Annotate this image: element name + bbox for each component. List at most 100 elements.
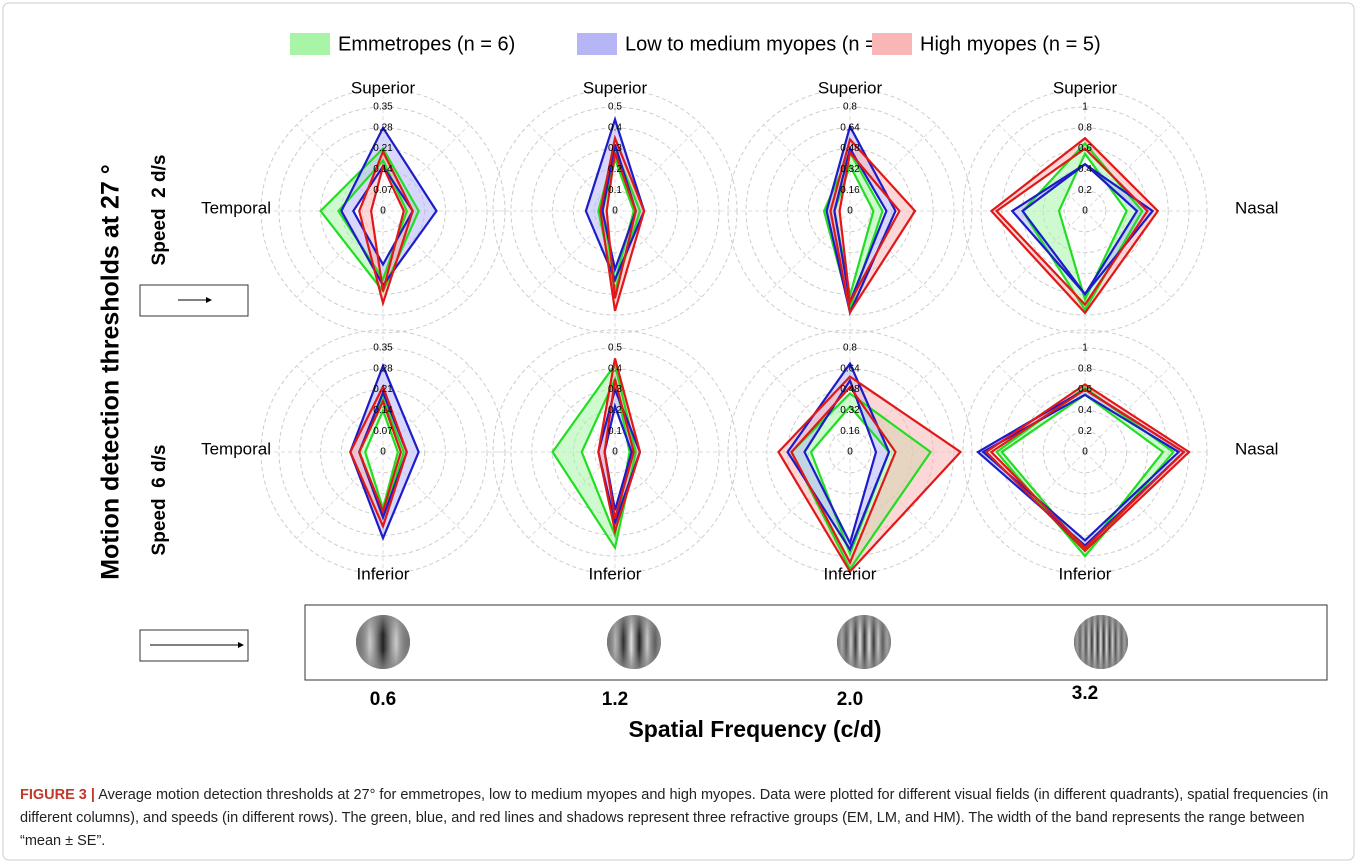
- radar-chart: 0 0.2 0.4 0.6 0.8 1: [962, 329, 1208, 575]
- r-tick-label: 0.35: [373, 343, 393, 354]
- grid-ring: [299, 368, 467, 536]
- radar-chart: 0 0.07 0.14 0.21 0.28 0.35: [260, 329, 506, 575]
- r-tick-label: 0.21: [373, 384, 393, 395]
- legend-label: High myopes (n = 5): [920, 33, 1101, 55]
- series-line: [809, 404, 891, 557]
- spoke: [614, 210, 702, 298]
- r-tick-label: 0.64: [840, 122, 860, 133]
- series-line: [349, 362, 420, 542]
- r-tick-label: 0.4: [1078, 164, 1092, 175]
- r-tick-label: 0.8: [1078, 122, 1092, 133]
- spoke: [296, 451, 384, 539]
- r-tick-label: 0.64: [840, 363, 860, 374]
- arrow-head: [238, 642, 244, 648]
- grid-ring: [572, 409, 658, 495]
- direction-label: Temporal: [201, 198, 271, 217]
- direction-label: Inferior: [1059, 564, 1112, 583]
- series-line: [597, 386, 642, 527]
- series-line: [981, 393, 1181, 542]
- spoke: [998, 124, 1086, 212]
- direction-label: Superior: [351, 78, 416, 97]
- grid-ring: [828, 430, 872, 474]
- series-line: [369, 163, 405, 292]
- legend-swatch: [290, 33, 330, 55]
- direction-label: Inferior: [824, 564, 877, 583]
- series-line: [1021, 162, 1139, 297]
- band: [778, 376, 961, 572]
- band: [598, 358, 640, 532]
- radar-chart: 0 0.1 0.2 0.3 0.4 0.5: [492, 88, 738, 334]
- spoke: [763, 210, 851, 298]
- spoke: [528, 210, 616, 298]
- series-line: [989, 136, 1160, 315]
- grid-ring: [1001, 127, 1169, 295]
- r-tick-label: 0.5: [608, 102, 622, 113]
- r-tick-label: 0.14: [373, 405, 393, 416]
- caption: FIGURE 3 | Average motion detection thre…: [20, 784, 1338, 853]
- spoke: [849, 124, 937, 212]
- r-tick-label: 0.5: [608, 343, 622, 354]
- r-tick-label: 0.4: [608, 363, 622, 374]
- series-line: [829, 137, 917, 316]
- r-tick-label: 0: [380, 447, 386, 458]
- spoke: [382, 451, 470, 539]
- spoke: [998, 210, 1086, 298]
- r-tick-label: 0: [612, 447, 618, 458]
- series-line: [337, 158, 408, 282]
- r-tick-label: 1: [1082, 343, 1088, 354]
- r-tick-label: 0: [1082, 206, 1088, 217]
- grid-ring: [299, 127, 467, 295]
- spoke: [998, 451, 1086, 539]
- series-line: [984, 383, 1191, 553]
- r-tick-label: 0.6: [1078, 384, 1092, 395]
- spoke: [382, 210, 470, 298]
- series-line: [597, 358, 642, 536]
- series-line: [790, 385, 897, 566]
- r-tick-label: 0.1: [608, 426, 622, 437]
- r-tick-label: 0.28: [373, 363, 393, 374]
- series-line: [599, 134, 646, 312]
- r-tick-label: 0.8: [843, 343, 857, 354]
- grid-ring: [980, 106, 1190, 316]
- grating-box: [304, 604, 1328, 681]
- spoke: [382, 124, 470, 212]
- r-tick-label: 0.07: [373, 185, 393, 196]
- r-tick-label: 0.3: [608, 384, 622, 395]
- spoke: [296, 210, 384, 298]
- series-line: [603, 402, 633, 511]
- series-line: [989, 388, 1186, 550]
- legend-swatch: [872, 33, 912, 55]
- arrow-box: [139, 284, 249, 317]
- r-tick-label: 0.16: [840, 426, 860, 437]
- spoke: [1084, 210, 1172, 298]
- band: [787, 363, 889, 550]
- grating-fade: [356, 615, 410, 669]
- gratings: [356, 615, 1128, 669]
- grid-ring: [510, 106, 720, 316]
- spoke: [528, 451, 616, 539]
- r-tick-label: 0.14: [373, 164, 393, 175]
- spoke: [763, 365, 851, 453]
- r-tick-label: 0.4: [1078, 405, 1092, 416]
- r-tick-label: 0.32: [840, 164, 860, 175]
- r-tick-label: 0.8: [1078, 363, 1092, 374]
- grid-ring: [1063, 430, 1107, 474]
- r-tick-label: 0: [612, 206, 618, 217]
- spoke: [763, 124, 851, 212]
- spoke: [296, 124, 384, 212]
- x-title: Spatial Frequency (c/d): [628, 716, 881, 742]
- spoke: [1084, 365, 1172, 453]
- grid-ring: [1022, 389, 1148, 515]
- grating-fade: [607, 615, 661, 669]
- r-tick-label: 1: [1082, 102, 1088, 113]
- direction-label: Nasal: [1235, 198, 1278, 217]
- series-line: [584, 115, 646, 283]
- legend-label: Emmetropes (n = 6): [338, 33, 515, 55]
- r-tick-label: 0.8: [843, 102, 857, 113]
- series-line: [358, 398, 402, 515]
- grating-fade: [1074, 615, 1128, 669]
- direction-label: Superior: [1053, 78, 1118, 97]
- grating-fade: [837, 615, 891, 669]
- r-tick-label: 0.2: [1078, 426, 1092, 437]
